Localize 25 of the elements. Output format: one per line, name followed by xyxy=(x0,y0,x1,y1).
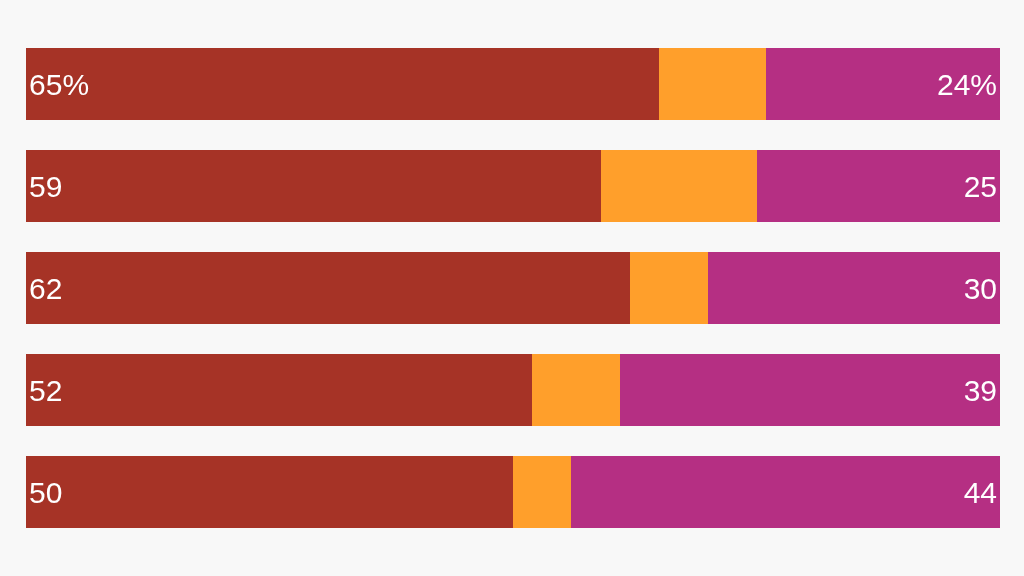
bar xyxy=(600,149,757,223)
data-label: 44 xyxy=(963,475,997,509)
data-label: 39 xyxy=(963,373,997,407)
data-label: 50 xyxy=(29,475,63,509)
data-label: 62 xyxy=(29,271,63,305)
bar xyxy=(26,47,660,121)
bar xyxy=(532,353,621,427)
data-label: 59 xyxy=(29,169,63,203)
data-label: 24% xyxy=(936,67,997,101)
data-label: 25 xyxy=(963,169,997,203)
bar xyxy=(26,149,601,223)
bar xyxy=(620,353,1000,427)
bar xyxy=(26,455,513,529)
bar xyxy=(659,47,767,121)
bar xyxy=(513,455,572,529)
bar xyxy=(26,251,630,325)
bar xyxy=(766,47,1000,121)
data-label: 52 xyxy=(29,373,63,407)
bar xyxy=(571,455,1000,529)
data-label: 65% xyxy=(29,67,90,101)
bar xyxy=(707,251,1000,325)
bar xyxy=(629,251,708,325)
bar xyxy=(26,353,533,427)
bar xyxy=(756,149,1000,223)
data-label: 30 xyxy=(963,271,997,305)
